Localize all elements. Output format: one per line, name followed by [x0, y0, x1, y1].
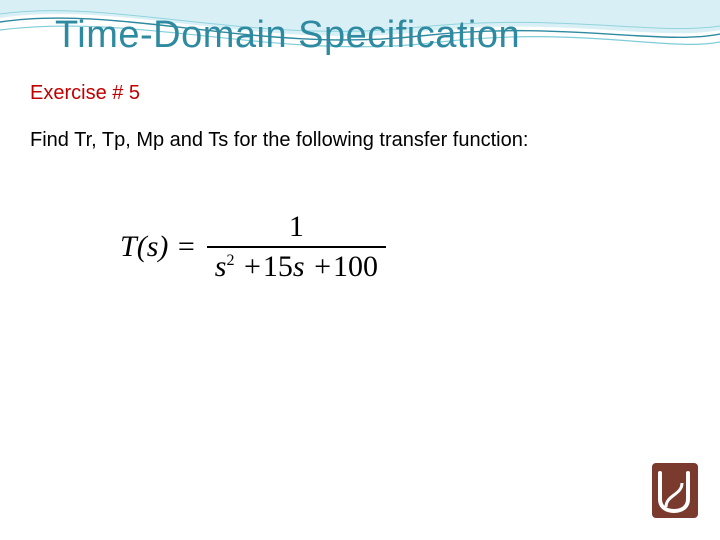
page-title: Time-Domain Specification — [55, 14, 520, 57]
eq-lhs-s: s — [147, 230, 159, 263]
eq-den-b: 15 — [263, 250, 293, 283]
eq-lhs-T: T — [120, 230, 137, 263]
body-text: Find Tr, Tp, Mp and Ts for the following… — [30, 128, 590, 153]
eq-den-exp: 2 — [226, 252, 234, 269]
transfer-function-equation: T(s) = 1 s2 +15s +100 — [120, 210, 386, 284]
eq-den-c: 100 — [333, 250, 378, 283]
eq-den-s2: s — [293, 250, 305, 283]
eq-den-s: s — [215, 250, 227, 283]
eq-numerator: 1 — [289, 210, 304, 243]
exercise-label: Exercise # 5 — [30, 82, 140, 105]
university-logo — [652, 463, 698, 518]
